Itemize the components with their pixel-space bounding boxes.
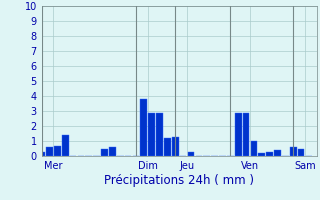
Bar [188, 152, 194, 156]
Bar [235, 112, 242, 156]
Bar [54, 146, 61, 156]
Bar [46, 147, 53, 156]
Bar [243, 112, 249, 156]
Bar [62, 135, 68, 156]
Bar [259, 153, 265, 156]
Bar [172, 137, 179, 156]
Bar [251, 141, 257, 156]
Bar [290, 147, 297, 156]
Bar [101, 148, 108, 156]
Bar [274, 150, 281, 156]
Bar [109, 147, 116, 156]
Bar [148, 112, 155, 156]
Bar [140, 99, 147, 156]
Bar [298, 148, 304, 156]
X-axis label: Précipitations 24h ( mm ): Précipitations 24h ( mm ) [104, 174, 254, 187]
Bar [38, 152, 45, 156]
Bar [164, 138, 171, 156]
Bar [266, 152, 273, 156]
Bar [156, 112, 163, 156]
